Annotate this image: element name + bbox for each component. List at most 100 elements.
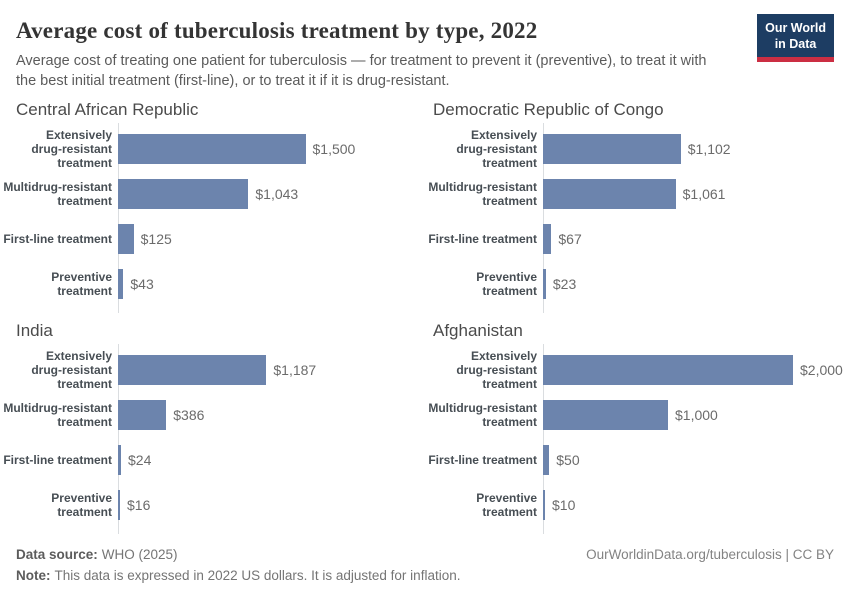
category-label: Preventive treatment (51, 490, 112, 520)
bar[interactable] (543, 445, 550, 476)
bar-row: Preventive treatment $16 (0, 483, 425, 528)
bar-row: Extensively drug-resistant treatment $1,… (425, 127, 850, 172)
note-value: This data is expressed in 2022 US dollar… (54, 568, 461, 584)
bar-row: Multidrug-resistant treatment $1,043 (0, 172, 425, 217)
bar-row: First-line treatment $24 (0, 438, 425, 483)
bar-row: Preventive treatment $10 (425, 483, 850, 528)
bar[interactable] (118, 400, 167, 431)
chart-title: Average cost of tuberculosis treatment b… (16, 18, 538, 43)
note-label: Note: (16, 568, 51, 584)
bar-row: Preventive treatment $23 (425, 262, 850, 307)
data-source-value: WHO (2025) (101, 546, 178, 562)
bar-track: $125 (118, 224, 425, 255)
category-label: Multidrug-resistant treatment (3, 179, 112, 209)
bar[interactable] (118, 445, 121, 476)
bar-track: $1,000 (543, 400, 850, 431)
bar[interactable] (543, 134, 681, 165)
value-label: $67 (558, 231, 582, 248)
bar[interactable] (543, 224, 552, 255)
bar-track: $24 (118, 445, 425, 476)
category-label: Multidrug-resistant treatment (428, 179, 537, 209)
bar-row: Extensively drug-resistant treatment $1,… (0, 348, 425, 393)
data-source-label: Data source: (16, 546, 98, 562)
value-label: $1,000 (675, 407, 718, 424)
bar-track: $67 (543, 224, 850, 255)
value-label: $1,102 (687, 141, 731, 158)
value-label: $43 (130, 276, 154, 293)
bar-row: Extensively drug-resistant treatment $2,… (425, 348, 850, 393)
value-label: $1,500 (312, 141, 356, 158)
logo-line-2: in Data (774, 36, 817, 51)
data-source-line: Data source: WHO (2025) (16, 544, 460, 566)
bar[interactable] (118, 179, 249, 210)
category-label: Preventive treatment (476, 269, 537, 299)
bar-track: $1,061 (543, 179, 850, 210)
facet-rows: Extensively drug-resistant treatment $1,… (0, 122, 425, 313)
category-label: Preventive treatment (476, 490, 537, 520)
bar-row: First-line treatment $125 (0, 217, 425, 262)
bar-track: $386 (118, 400, 425, 431)
value-label: $1,043 (255, 186, 299, 203)
bar-row: Extensively drug-resistant treatment $1,… (0, 127, 425, 172)
bar[interactable] (543, 490, 545, 521)
bar[interactable] (543, 179, 676, 210)
chart-footer: Data source: WHO (2025) Note: This data is… (0, 544, 850, 587)
chart-header: Our World in Data Average cost of tuberc… (0, 14, 850, 92)
bar[interactable] (543, 269, 546, 300)
note-line: Note: This data is expressed in 2022 US d… (16, 565, 460, 587)
value-label: $125 (140, 231, 172, 248)
bar[interactable] (118, 134, 306, 165)
category-label: First-line treatment (3, 231, 112, 246)
bar-track: $50 (543, 445, 850, 476)
facet-democratic-republic-of-congo: Democratic Republic of Congo Extensively… (425, 99, 850, 313)
facet-rows: Extensively drug-resistant treatment $2,… (425, 343, 850, 534)
facet-afghanistan: Afghanistan Extensively drug-resistant t… (425, 320, 850, 534)
bar-track: $16 (118, 490, 425, 521)
bar-track: $10 (543, 490, 850, 521)
facet-title: Democratic Republic of Congo (433, 99, 664, 119)
facet-india: India Extensively drug-resistant treatme… (0, 320, 425, 534)
value-label: $50 (556, 452, 580, 469)
bar-track: $1,187 (118, 355, 425, 386)
category-label: Extensively drug-resistant treatment (31, 348, 112, 392)
value-label: $16 (127, 497, 151, 514)
bar-track: $1,043 (118, 179, 425, 210)
value-label: $2,000 (800, 362, 843, 379)
bar[interactable] (543, 355, 793, 386)
category-label: Preventive treatment (51, 269, 112, 299)
facet-rows: Extensively drug-resistant treatment $1,… (0, 343, 425, 534)
category-label: First-line treatment (428, 452, 537, 467)
category-label: Extensively drug-resistant treatment (31, 127, 112, 171)
bar[interactable] (118, 269, 124, 300)
footer-source-note: Data source: WHO (2025) Note: This data is… (16, 544, 460, 587)
chart-subtitle: Average cost of treating one patient for… (16, 53, 707, 90)
facet-title: India (16, 320, 53, 340)
facet-rows: Extensively drug-resistant treatment $1,… (425, 122, 850, 313)
owid-logo: Our World in Data (757, 14, 834, 63)
bar[interactable] (543, 400, 668, 431)
attribution-link[interactable]: OurWorldinData.org/tuberculosis | CC BY (586, 546, 834, 562)
logo-line-1: Our World (765, 21, 826, 35)
bar[interactable] (118, 224, 134, 255)
value-label: $386 (173, 407, 205, 424)
bar[interactable] (118, 355, 267, 386)
bar-row: Multidrug-resistant treatment $1,061 (425, 172, 850, 217)
category-label: First-line treatment (3, 452, 112, 467)
bar-row: First-line treatment $67 (425, 217, 850, 262)
bar-track: $23 (543, 269, 850, 300)
value-label: $24 (128, 452, 152, 469)
category-label: Multidrug-resistant treatment (428, 400, 537, 430)
category-label: First-line treatment (428, 231, 537, 246)
bar-track: $43 (118, 269, 425, 300)
bar-track: $1,102 (543, 134, 850, 165)
value-label: $10 (552, 497, 576, 514)
facet-central-african-republic: Central African Republic Extensively dru… (0, 100, 425, 313)
category-label: Extensively drug-resistant treatment (456, 127, 537, 171)
bar-row: Preventive treatment $43 (0, 262, 425, 307)
bar-row: First-line treatment $50 (425, 438, 850, 483)
value-label: $1,187 (273, 362, 317, 379)
category-label: Extensively drug-resistant treatment (456, 348, 537, 392)
facet-title: Afghanistan (433, 320, 523, 340)
bar[interactable] (118, 490, 120, 521)
